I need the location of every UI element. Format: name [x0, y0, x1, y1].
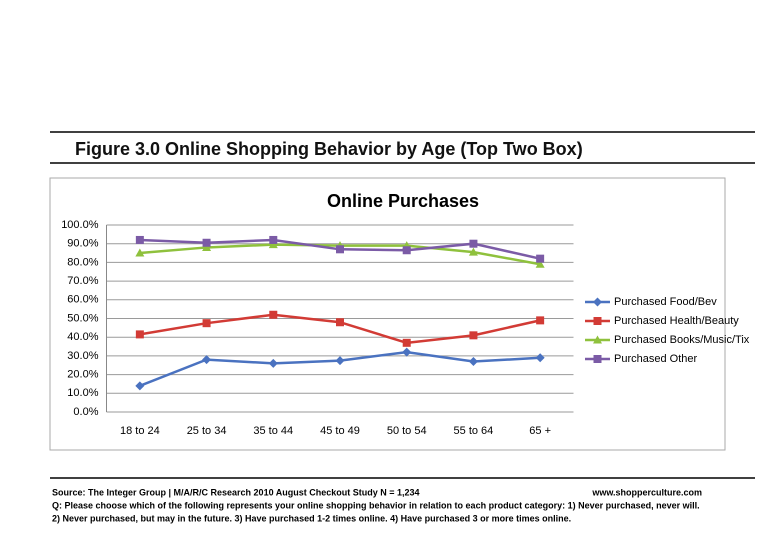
marker: [469, 239, 478, 248]
x-tick-label: 35 to 44: [253, 425, 293, 437]
x-tick-label: 45 to 49: [320, 425, 360, 437]
y-tick-label: 70.0%: [67, 275, 98, 287]
question: Q: Please choose which of the following …: [52, 500, 700, 510]
y-tick-label: 30.0%: [67, 350, 98, 362]
marker: [536, 254, 545, 263]
x-tick-label: 18 to 24: [120, 425, 160, 437]
y-tick-label: 60.0%: [67, 294, 98, 306]
chart-frame: [49, 177, 726, 451]
marker: [336, 318, 344, 327]
marker: [536, 316, 545, 325]
y-tick-label: 40.0%: [67, 331, 98, 343]
marker: [268, 358, 278, 368]
marker: [402, 347, 412, 357]
marker: [468, 357, 478, 367]
y-tick-label: 20.0%: [67, 369, 98, 381]
marker: [593, 355, 602, 363]
y-tick-label: 90.0%: [67, 238, 98, 250]
legend-label: Purchased Other: [614, 353, 697, 365]
x-tick-label: 50 to 54: [387, 425, 427, 437]
marker: [135, 381, 145, 391]
marker: [335, 356, 345, 366]
marker: [336, 245, 344, 254]
marker: [593, 317, 602, 325]
legend-label: Purchased Books/Music/Tix: [614, 334, 750, 346]
marker: [468, 247, 478, 256]
marker: [469, 331, 478, 340]
marker: [402, 246, 411, 255]
x-tick-label: 55 to 64: [454, 425, 494, 437]
y-tick-label: 100.0%: [61, 219, 99, 231]
x-tick-label: 25 to 34: [187, 425, 227, 437]
source: Source: The Integer Group | M/A/R/C Rese…: [52, 487, 420, 497]
marker: [202, 238, 211, 247]
website: www.shopperculture.com: [591, 487, 702, 497]
marker: [202, 319, 211, 328]
marker: [269, 235, 278, 244]
y-tick-label: 10.0%: [67, 387, 98, 399]
legend-label: Purchased Health/Beauty: [614, 315, 739, 327]
y-tick-label: 50.0%: [67, 312, 98, 324]
marker: [202, 355, 212, 365]
marker: [593, 297, 602, 307]
y-tick-label: 80.0%: [67, 256, 98, 268]
marker: [535, 353, 545, 363]
marker: [535, 259, 545, 268]
question: 2) Never purchased, but may in the futur…: [52, 513, 571, 523]
marker: [135, 235, 144, 244]
y-tick-label: 0.0%: [73, 406, 98, 418]
marker: [202, 242, 212, 251]
marker: [135, 330, 144, 339]
legend-label: Purchased Food/Bev: [614, 296, 717, 308]
marker: [593, 335, 602, 344]
x-tick-label: 65 +: [529, 425, 551, 437]
marker: [135, 248, 145, 257]
chart-title: Online Purchases: [327, 191, 479, 211]
marker: [402, 338, 411, 347]
figure-title: Figure 3.0 Online Shopping Behavior by A…: [75, 139, 583, 159]
marker: [269, 310, 278, 319]
marker: [268, 240, 278, 249]
